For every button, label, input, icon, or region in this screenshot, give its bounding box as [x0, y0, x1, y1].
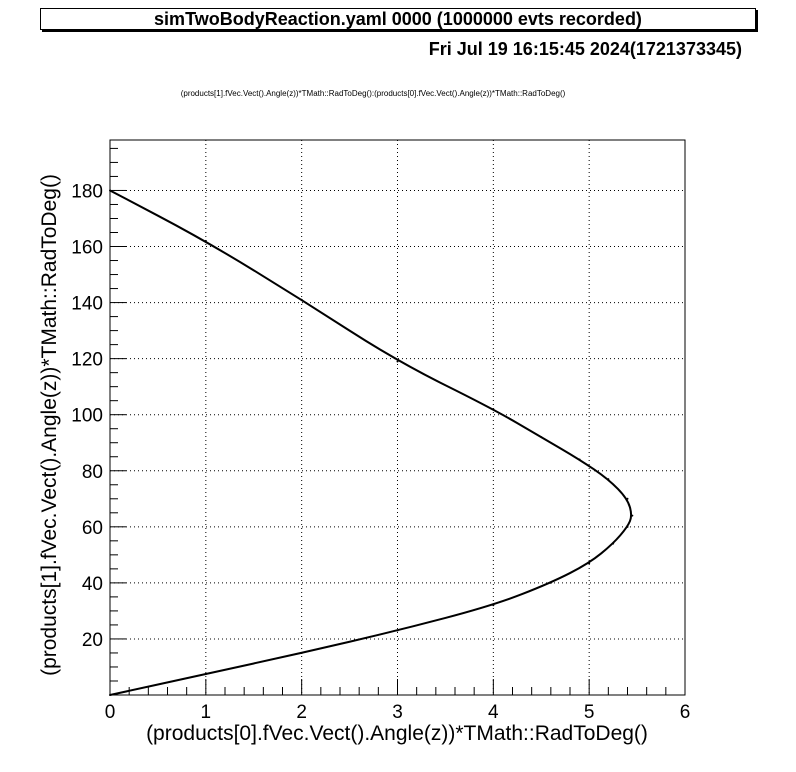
data-point [300, 298, 303, 301]
tick-labels: 0 1 2 3 4 5 6 20 40 60 80 100 120 140 160 180 [71, 181, 690, 723]
data-point [396, 360, 399, 363]
x-tick-label: 0 [105, 702, 116, 723]
draw-expression: (products[1].fVec.Vect().Angle(z))*TMath… [180, 89, 566, 98]
y-axis-label: (products[1].fVec.Vect().Angle(z))*TMath… [38, 174, 61, 676]
data-point [626, 525, 629, 528]
data-point [540, 436, 543, 439]
y-tick-label: 20 [82, 630, 103, 651]
axis-ticks [109, 147, 686, 695]
data-point [612, 542, 615, 545]
y-tick-label: 160 [71, 238, 103, 259]
y-tick-label: 80 [82, 462, 103, 483]
data-series-curve [109, 189, 633, 696]
data-curve [109, 189, 634, 696]
y-tick-label: 120 [71, 350, 103, 371]
data-point [204, 672, 207, 675]
data-point [109, 694, 111, 696]
data-point [109, 189, 111, 192]
y-tick-label: 180 [71, 181, 103, 202]
data-point [204, 239, 207, 242]
y-tick-label: 40 [82, 574, 103, 595]
data-point [492, 604, 495, 607]
data-point [607, 478, 610, 481]
grid-lines [110, 140, 685, 695]
data-point [588, 562, 591, 565]
plot-frame [109, 139, 686, 696]
data-point [578, 458, 581, 461]
data-point [396, 629, 399, 632]
x-tick-label: 5 [584, 702, 595, 723]
x-tick-label: 1 [201, 702, 212, 723]
x-axis-label: (products[0].fVec.Vect().Angle(z))*TMath… [146, 722, 648, 745]
data-point [549, 581, 552, 584]
timestamp: Fri Jul 19 16:15:45 2024(1721373345) [428, 39, 742, 59]
data-point [631, 514, 634, 517]
y-tick-label: 140 [71, 294, 103, 315]
chart-title: simTwoBodyReaction.yaml 0000 (1000000 ev… [154, 9, 642, 29]
y-tick-label: 100 [71, 406, 103, 427]
data-point [626, 497, 629, 500]
data-point [492, 408, 495, 411]
x-tick-label: 6 [680, 702, 691, 723]
y-tick-label: 60 [82, 518, 103, 539]
x-tick-label: 4 [488, 702, 499, 723]
x-tick-label: 3 [392, 702, 403, 723]
x-tick-label: 2 [296, 702, 307, 723]
data-point [300, 651, 303, 654]
title-box: simTwoBodyReaction.yaml 0000 (1000000 ev… [40, 8, 756, 30]
